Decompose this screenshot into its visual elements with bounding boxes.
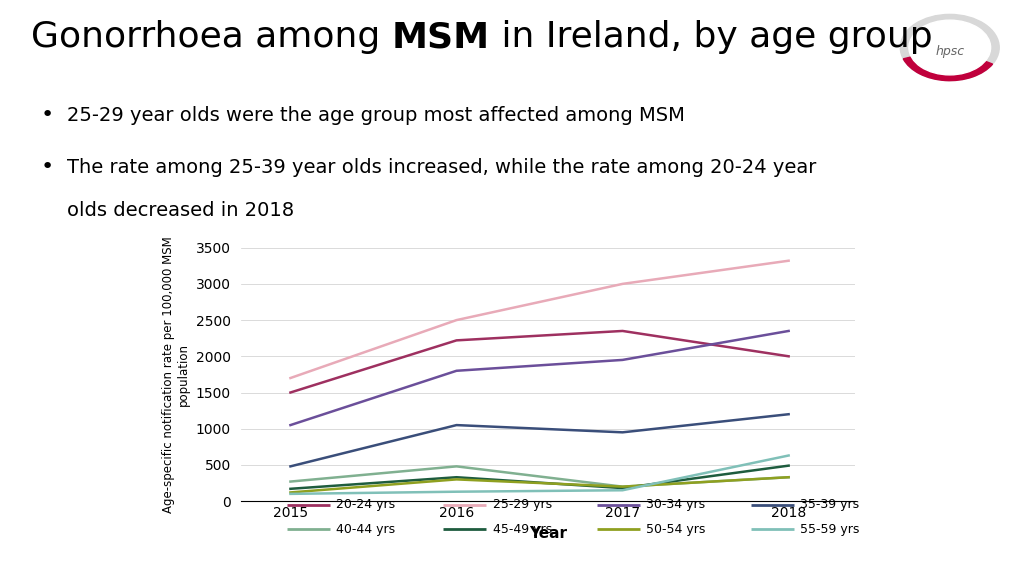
Text: 45-49 yrs: 45-49 yrs (493, 522, 552, 536)
Text: 20-24 yrs: 20-24 yrs (336, 498, 395, 511)
Text: MSM: MSM (391, 20, 489, 55)
Wedge shape (903, 48, 992, 81)
Text: 40-44 yrs: 40-44 yrs (336, 522, 395, 536)
Text: 50-54 yrs: 50-54 yrs (646, 522, 706, 536)
Y-axis label: Age-specific notification rate per 100,000 MSM
population: Age-specific notification rate per 100,0… (162, 236, 190, 513)
Text: 19: 19 (977, 550, 998, 565)
Text: •: • (41, 105, 54, 125)
X-axis label: Year: Year (528, 525, 567, 540)
Text: •: • (41, 157, 54, 177)
Text: olds decreased in 2018: olds decreased in 2018 (67, 201, 294, 219)
Text: 25-29 year olds were the age group most affected among MSM: 25-29 year olds were the age group most … (67, 106, 684, 124)
Text: Gonorrhoea among: Gonorrhoea among (31, 20, 391, 55)
Circle shape (909, 20, 990, 75)
Text: 35-39 yrs: 35-39 yrs (800, 498, 859, 511)
Circle shape (900, 14, 999, 81)
Text: 55-59 yrs: 55-59 yrs (800, 522, 859, 536)
Text: in Ireland, by age group: in Ireland, by age group (489, 20, 932, 55)
Text: 30-34 yrs: 30-34 yrs (646, 498, 706, 511)
Text: hpsc: hpsc (935, 44, 965, 58)
Text: 25-29 yrs: 25-29 yrs (493, 498, 552, 511)
Text: The rate among 25-39 year olds increased, while the rate among 20-24 year: The rate among 25-39 year olds increased… (67, 158, 816, 176)
